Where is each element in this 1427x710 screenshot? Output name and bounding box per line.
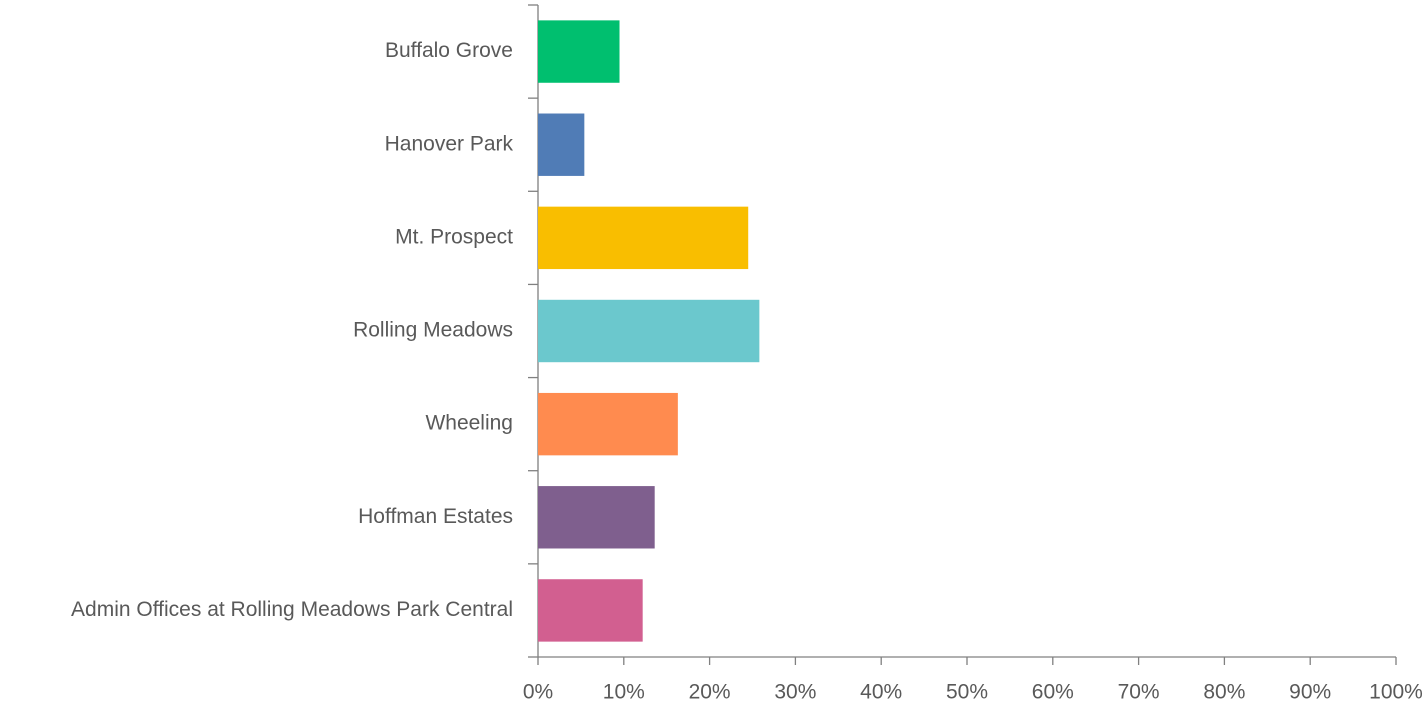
- y-tick-label: Buffalo Grove: [385, 39, 513, 62]
- y-tick-label: Mt. Prospect: [395, 225, 513, 248]
- x-tick-label: 90%: [1289, 681, 1331, 704]
- y-tick-label: Rolling Meadows: [353, 319, 513, 342]
- bar: [538, 486, 655, 549]
- y-tick-label: Admin Offices at Rolling Meadows Park Ce…: [71, 598, 513, 621]
- x-tick-label: 50%: [946, 681, 988, 704]
- bar: [538, 392, 678, 456]
- x-tick-label: 100%: [1369, 681, 1423, 704]
- x-tick-label: 40%: [860, 681, 902, 704]
- y-tick-label: Hoffman Estates: [358, 505, 513, 528]
- bar: [538, 579, 643, 642]
- x-tick-label: 70%: [1118, 681, 1160, 704]
- bar: [538, 113, 585, 176]
- y-tick-label: Wheeling: [425, 412, 513, 435]
- x-tick-label: 30%: [774, 681, 816, 704]
- x-tick-label: 0%: [523, 681, 553, 704]
- bar: [538, 299, 760, 363]
- x-tick-label: 60%: [1032, 681, 1074, 704]
- y-tick-label: Hanover Park: [385, 132, 514, 155]
- x-tick-label: 10%: [603, 681, 645, 704]
- bar: [538, 206, 749, 270]
- bar: [538, 20, 620, 83]
- x-tick-label: 20%: [689, 681, 731, 704]
- x-tick-label: 80%: [1203, 681, 1245, 704]
